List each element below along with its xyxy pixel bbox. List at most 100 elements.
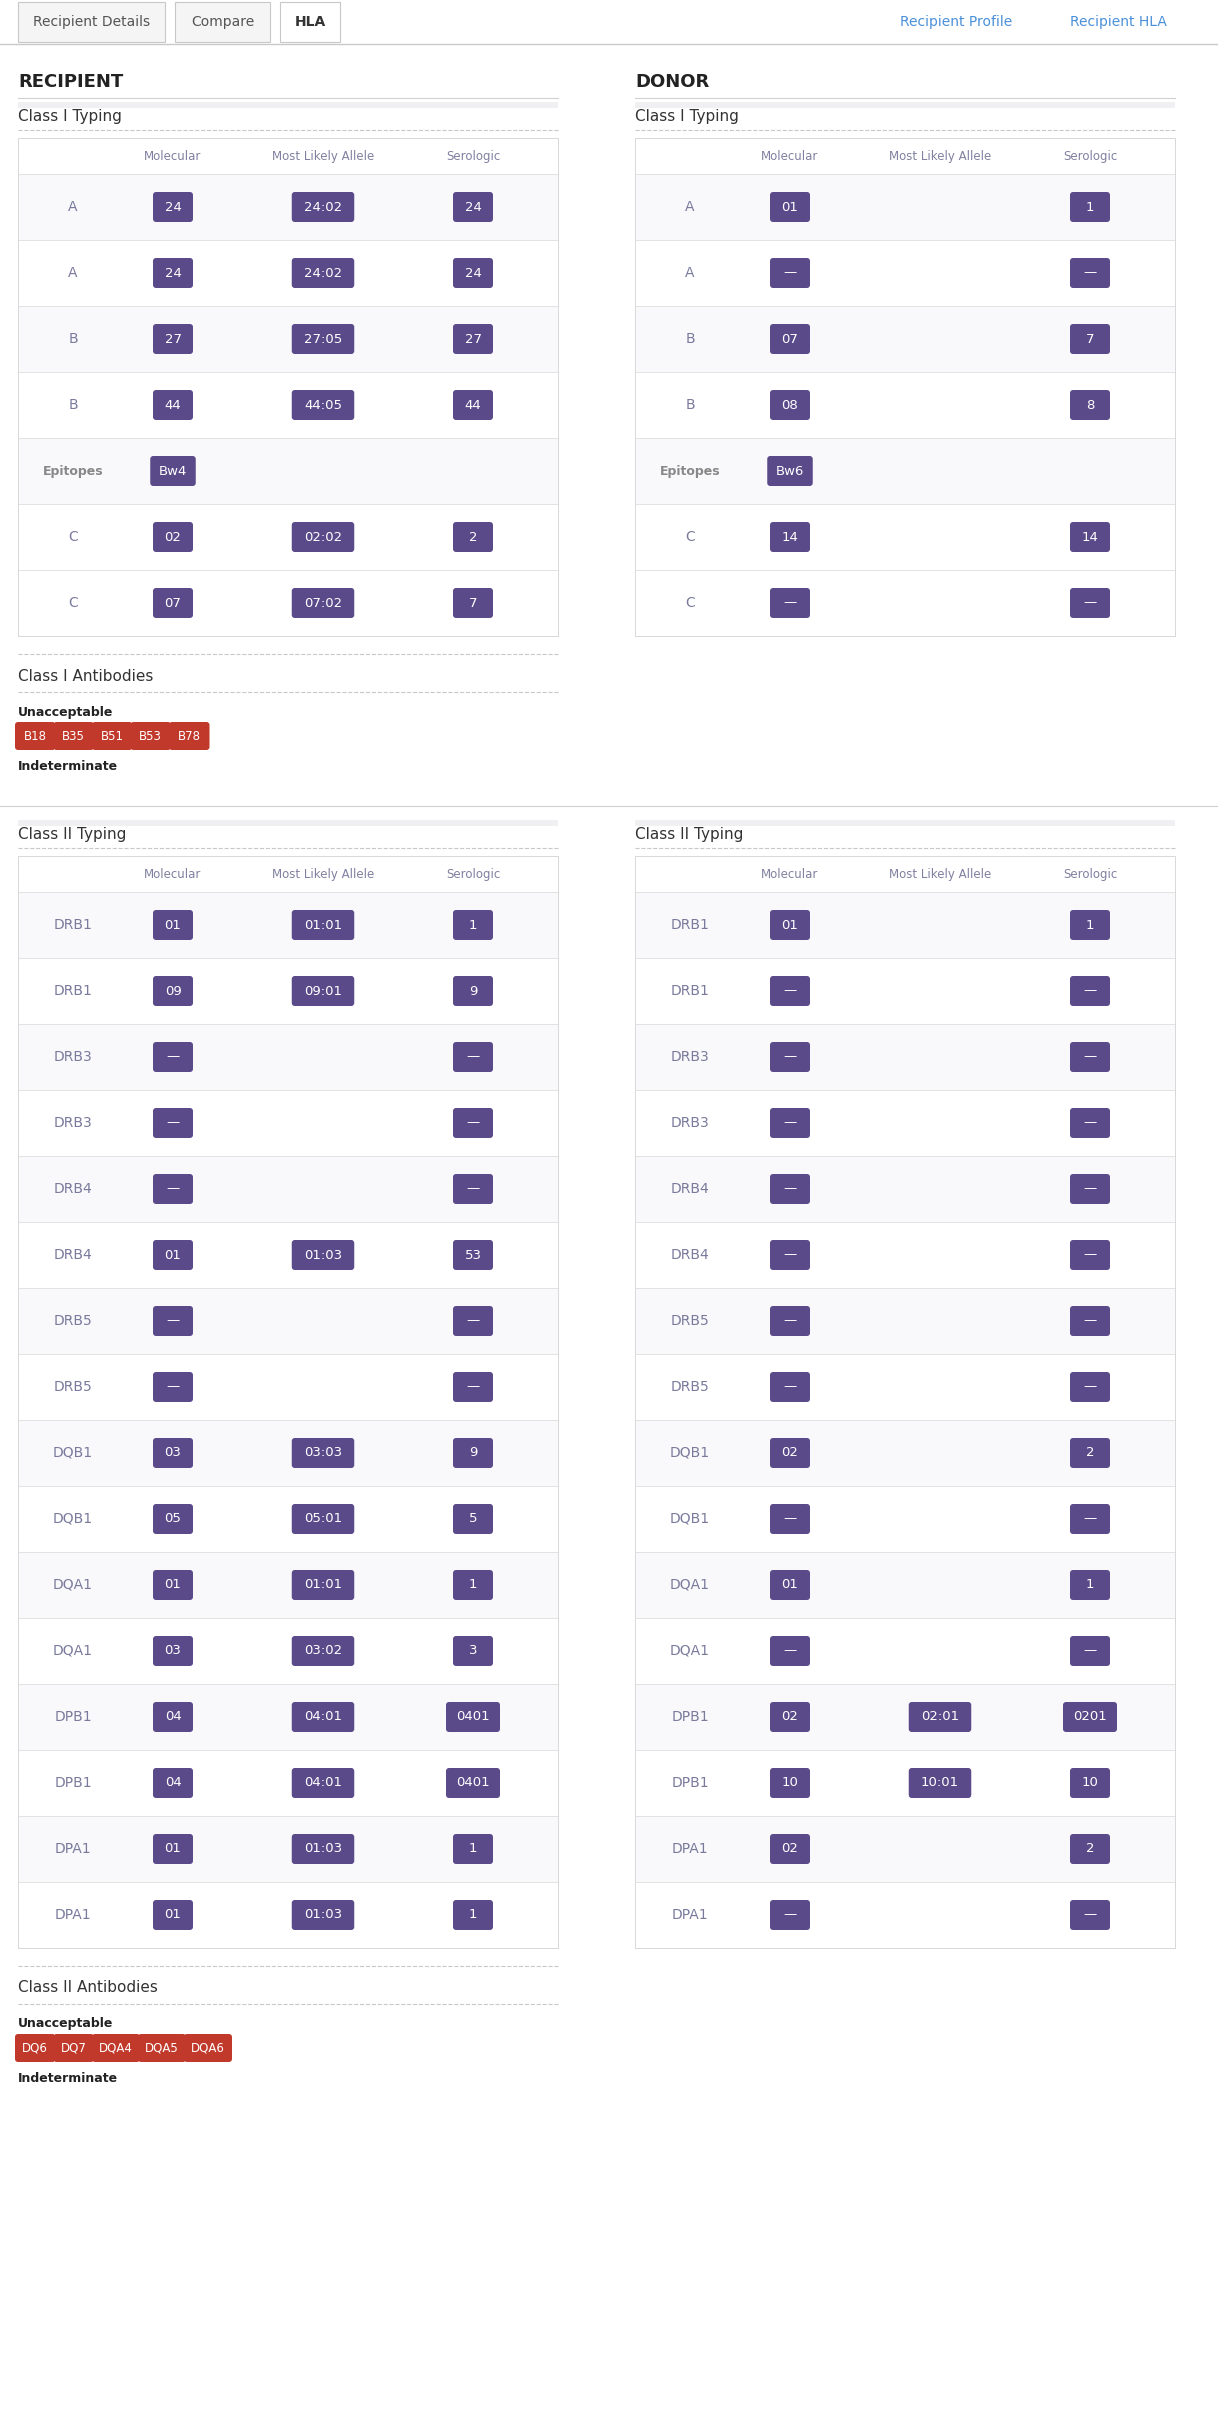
Text: 0201: 0201	[1073, 1709, 1107, 1724]
Text: DRB5: DRB5	[671, 1379, 709, 1394]
Bar	[635, 1222, 1175, 1287]
Bar	[18, 1618, 558, 1683]
Text: —: —	[783, 1249, 797, 1261]
FancyBboxPatch shape	[153, 588, 192, 617]
Text: B35: B35	[62, 731, 85, 743]
Bar	[635, 957, 1175, 1025]
FancyBboxPatch shape	[1069, 1109, 1110, 1138]
Text: Class II Typing: Class II Typing	[18, 827, 127, 841]
Text: 44: 44	[164, 398, 181, 412]
FancyBboxPatch shape	[453, 1637, 493, 1666]
Text: 2: 2	[1085, 1842, 1094, 1856]
FancyBboxPatch shape	[770, 976, 810, 1005]
Text: 02: 02	[782, 1842, 799, 1856]
Text: Molecular: Molecular	[761, 868, 818, 880]
FancyBboxPatch shape	[1069, 1900, 1110, 1929]
FancyBboxPatch shape	[93, 2035, 140, 2061]
Text: DQA4: DQA4	[99, 2042, 133, 2054]
Text: 02: 02	[164, 530, 181, 542]
Text: B: B	[68, 398, 78, 412]
Text: —: —	[1083, 1314, 1096, 1328]
FancyBboxPatch shape	[770, 1570, 810, 1601]
Text: 27: 27	[164, 333, 181, 345]
Text: 01:03: 01:03	[304, 1910, 342, 1922]
Bar	[18, 101, 558, 137]
FancyBboxPatch shape	[453, 1437, 493, 1468]
FancyBboxPatch shape	[770, 323, 810, 354]
Text: DRB1: DRB1	[54, 919, 93, 933]
FancyBboxPatch shape	[1069, 1372, 1110, 1403]
Bar	[635, 504, 1175, 569]
Text: DRB4: DRB4	[54, 1181, 93, 1196]
FancyBboxPatch shape	[1069, 1835, 1110, 1864]
FancyBboxPatch shape	[138, 2035, 186, 2061]
Text: 1: 1	[1085, 200, 1094, 215]
Text: 07:02: 07:02	[304, 596, 342, 610]
Text: Most Likely Allele: Most Likely Allele	[272, 149, 374, 162]
Text: A: A	[68, 265, 78, 280]
Text: Unacceptable: Unacceptable	[18, 2018, 113, 2030]
FancyBboxPatch shape	[453, 258, 493, 287]
Text: 01: 01	[164, 1249, 181, 1261]
FancyBboxPatch shape	[153, 523, 192, 552]
Text: 04: 04	[164, 1709, 181, 1724]
FancyBboxPatch shape	[153, 258, 192, 287]
Text: DPA1: DPA1	[671, 1907, 709, 1922]
Text: Indeterminate: Indeterminate	[18, 759, 118, 772]
Text: Serologic: Serologic	[1063, 868, 1117, 880]
Bar	[18, 1420, 558, 1485]
Text: 01: 01	[164, 1910, 181, 1922]
Text: —: —	[167, 1116, 179, 1128]
Text: 04:01: 04:01	[304, 1709, 342, 1724]
Text: —: —	[1083, 1910, 1096, 1922]
Text: DRB3: DRB3	[671, 1051, 709, 1063]
Text: Recipient Profile: Recipient Profile	[900, 14, 1012, 29]
Text: 01: 01	[164, 1842, 181, 1856]
Text: —: —	[1083, 1181, 1096, 1196]
Text: 01: 01	[164, 1579, 181, 1591]
Bar	[18, 306, 558, 371]
Text: —: —	[466, 1181, 480, 1196]
Text: 24: 24	[164, 268, 181, 280]
Text: —: —	[783, 1644, 797, 1656]
Text: —: —	[167, 1181, 179, 1196]
Bar	[635, 108, 1175, 174]
Text: DRB4: DRB4	[671, 1249, 709, 1261]
Text: 04: 04	[164, 1777, 181, 1789]
Text: DONOR: DONOR	[635, 72, 709, 92]
Text: 24:02: 24:02	[304, 200, 342, 215]
FancyBboxPatch shape	[453, 1307, 493, 1336]
Text: Class I Typing: Class I Typing	[635, 108, 739, 123]
Text: 01:01: 01:01	[304, 1579, 342, 1591]
Text: DQB1: DQB1	[670, 1447, 710, 1461]
Text: 9: 9	[469, 984, 477, 998]
FancyBboxPatch shape	[1069, 1570, 1110, 1601]
Bar	[635, 820, 1175, 856]
Text: 05: 05	[164, 1512, 181, 1526]
Bar	[18, 820, 558, 856]
Bar	[18, 892, 558, 957]
FancyBboxPatch shape	[292, 391, 354, 420]
FancyBboxPatch shape	[770, 1109, 810, 1138]
FancyBboxPatch shape	[770, 1767, 810, 1799]
Text: —: —	[167, 1382, 179, 1394]
Bar	[635, 1287, 1175, 1355]
Text: 03:03: 03:03	[304, 1447, 342, 1459]
Text: 7: 7	[469, 596, 477, 610]
Text: 07: 07	[782, 333, 799, 345]
FancyBboxPatch shape	[770, 1504, 810, 1533]
Text: 09: 09	[164, 984, 181, 998]
Text: C: C	[685, 530, 695, 545]
Text: DRB5: DRB5	[671, 1314, 709, 1328]
Text: 03:02: 03:02	[304, 1644, 342, 1656]
FancyBboxPatch shape	[292, 1637, 354, 1666]
Text: B51: B51	[101, 731, 124, 743]
Text: 05:01: 05:01	[304, 1512, 342, 1526]
Bar	[635, 1090, 1175, 1155]
Bar	[18, 1683, 558, 1750]
Text: —: —	[466, 1382, 480, 1394]
Text: —: —	[783, 1910, 797, 1922]
Text: 0401: 0401	[457, 1777, 490, 1789]
FancyBboxPatch shape	[153, 1042, 192, 1073]
Text: Serologic: Serologic	[1063, 149, 1117, 162]
